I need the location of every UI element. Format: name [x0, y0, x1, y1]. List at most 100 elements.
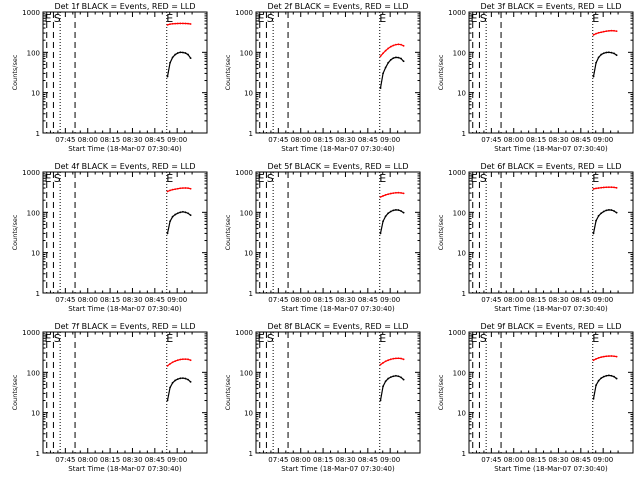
lld-data-point — [607, 186, 610, 189]
events-data-point — [176, 52, 179, 54]
events-data-point — [179, 377, 182, 380]
y-tick-label: 1000 — [235, 9, 253, 17]
x-tick-label: 09:00 — [593, 456, 613, 464]
x-axis-label: Start Time (18-Mar-07 07:30:40) — [494, 465, 608, 473]
lld-data-point — [400, 357, 402, 360]
lld-data-point — [610, 186, 613, 189]
lld-data-point — [610, 355, 613, 357]
lld-data-point — [382, 361, 384, 364]
events-data-point — [597, 214, 600, 217]
lld-data-point — [602, 355, 605, 358]
lld-series-line — [380, 192, 404, 198]
lld-data-point — [389, 45, 392, 48]
lld-data-point — [384, 49, 387, 52]
x-tick-label: 08:45 — [358, 296, 378, 304]
events-data-point — [169, 61, 171, 64]
y-tick-label: 1000 — [448, 169, 466, 177]
events-data-point — [166, 232, 169, 235]
events-data-point — [600, 377, 603, 379]
x-tick-label: 08:15 — [100, 136, 120, 144]
plot-frame — [255, 331, 421, 454]
lld-series-line — [380, 43, 404, 57]
events-series-line — [166, 51, 192, 77]
events-data-point — [389, 58, 392, 61]
y-tick-label: 10 — [244, 250, 253, 258]
y-tick-label: 100 — [453, 209, 466, 217]
lld-data-point — [597, 31, 600, 34]
events-series-line — [592, 374, 617, 399]
event-marker-label: E — [592, 172, 599, 185]
events-data-point — [592, 75, 595, 78]
plot-frame — [42, 11, 208, 134]
y-axis-label: Counts/sec — [224, 54, 232, 90]
x-tick-label: 08:00 — [291, 456, 311, 464]
events-data-point — [613, 52, 615, 55]
y-axis-label: Counts/sec — [11, 214, 19, 250]
events-data-point — [602, 375, 605, 378]
lld-data-point — [615, 30, 618, 33]
x-tick-label: 09:00 — [380, 296, 400, 304]
event-marker-label: E — [257, 172, 264, 185]
y-tick-label: 1 — [249, 290, 253, 298]
events-data-point — [176, 378, 179, 380]
y-tick-label: 10 — [31, 90, 40, 98]
events-data-point — [174, 53, 177, 56]
events-data-point — [394, 56, 397, 59]
lld-data-point — [379, 196, 382, 198]
lld-data-point — [174, 188, 177, 191]
events-data-point — [607, 51, 610, 54]
events-data-point — [184, 211, 187, 214]
event-marker-label: E — [257, 332, 264, 345]
y-tick-label: 100 — [453, 49, 466, 57]
lld-data-point — [387, 359, 390, 362]
y-axis-label: Counts/sec — [437, 374, 445, 410]
x-tick-label: 07:45 — [481, 456, 501, 464]
lld-series-line — [593, 186, 617, 190]
events-data-point — [607, 374, 610, 377]
events-data-point — [389, 376, 392, 379]
x-tick-label: 08:00 — [291, 296, 311, 304]
x-tick-label: 08:15 — [526, 136, 546, 144]
lld-data-point — [174, 360, 177, 362]
y-tick-label: 10 — [244, 410, 253, 418]
y-tick-label: 1000 — [448, 9, 466, 17]
lld-data-point — [189, 359, 192, 362]
lld-series-line — [167, 22, 191, 26]
lld-data-point — [394, 191, 397, 194]
events-data-point — [171, 215, 174, 218]
y-tick-label: 1 — [462, 290, 466, 298]
event-marker-label: E — [257, 12, 264, 25]
events-data-point — [615, 54, 618, 57]
lld-data-point — [595, 32, 597, 35]
y-tick-label: 1 — [36, 450, 40, 458]
chart-panel: Det 3f BLACK = Events, RED = LLD 1 10 100 10… — [437, 2, 634, 153]
event-marker-label: S — [267, 332, 274, 345]
y-axis-label: Counts/sec — [437, 54, 445, 90]
y-tick-label: 100 — [453, 369, 466, 377]
events-data-point — [382, 220, 384, 223]
lld-data-point — [592, 188, 595, 190]
events-data-point — [400, 210, 402, 212]
events-series-line — [379, 209, 404, 234]
lld-data-point — [600, 31, 603, 34]
lld-data-point — [387, 193, 390, 196]
events-data-point — [595, 384, 597, 387]
x-tick-label: 08:30 — [122, 136, 142, 144]
lld-series-line — [167, 187, 191, 192]
events-data-point — [384, 66, 387, 69]
lld-series-line — [593, 355, 617, 361]
event-marker-label: E — [379, 172, 386, 185]
events-series-line — [166, 377, 191, 401]
x-tick-label: 07:45 — [481, 296, 501, 304]
events-series-line — [379, 56, 405, 89]
lld-data-point — [166, 190, 169, 193]
events-data-point — [392, 57, 395, 59]
y-tick-label: 1000 — [235, 169, 253, 177]
chart-title: Det 5f BLACK = Events, RED = LLD — [267, 162, 408, 171]
events-data-point — [166, 399, 169, 402]
lld-data-point — [189, 23, 192, 25]
x-axis-label: Start Time (18-Mar-07 07:30:40) — [281, 145, 395, 153]
lld-data-point — [176, 359, 179, 362]
lld-data-point — [389, 358, 392, 361]
events-data-point — [400, 57, 402, 60]
